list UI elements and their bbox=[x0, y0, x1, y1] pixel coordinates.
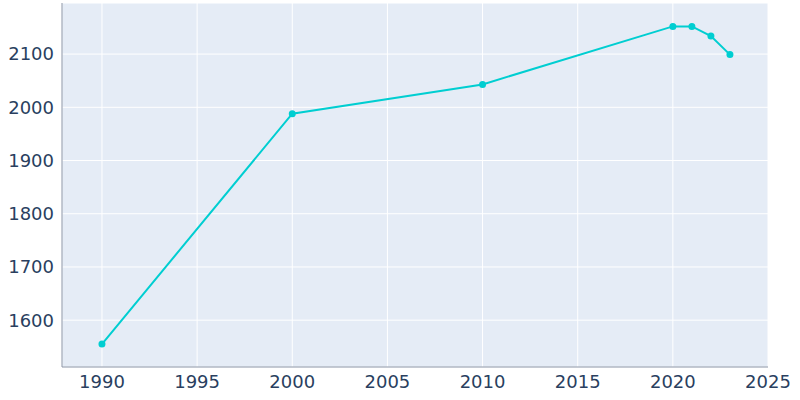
svg-text:1800: 1800 bbox=[8, 203, 54, 224]
svg-text:2000: 2000 bbox=[8, 97, 54, 118]
svg-text:1900: 1900 bbox=[8, 150, 54, 171]
svg-text:2100: 2100 bbox=[8, 43, 54, 64]
svg-text:1700: 1700 bbox=[8, 256, 54, 277]
svg-text:1995: 1995 bbox=[174, 371, 220, 392]
svg-text:1600: 1600 bbox=[8, 310, 54, 331]
svg-text:2000: 2000 bbox=[269, 371, 315, 392]
svg-text:1990: 1990 bbox=[79, 371, 125, 392]
svg-text:2020: 2020 bbox=[650, 371, 696, 392]
svg-text:2025: 2025 bbox=[745, 371, 791, 392]
svg-text:2005: 2005 bbox=[365, 371, 411, 392]
svg-text:2015: 2015 bbox=[555, 371, 601, 392]
svg-text:2010: 2010 bbox=[460, 371, 506, 392]
